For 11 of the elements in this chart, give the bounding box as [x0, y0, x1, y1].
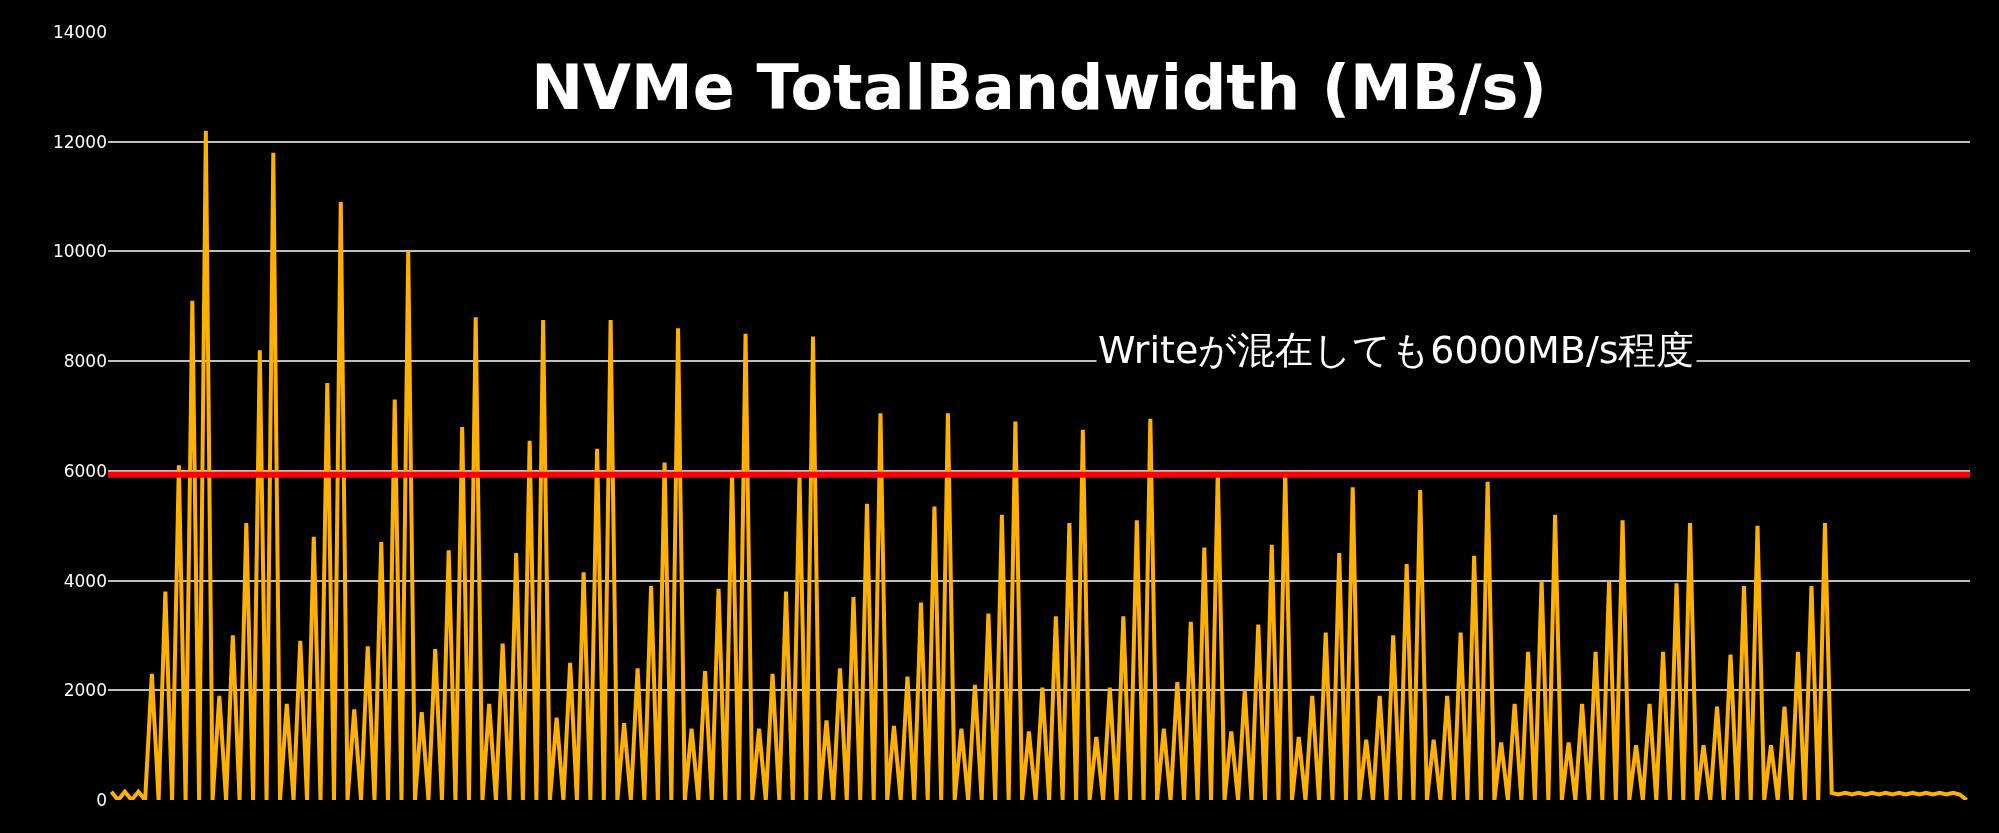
y-tick-label: 8000	[63, 351, 107, 372]
annotation: Writeが混在しても6000MB/s程度	[1098, 328, 1695, 372]
y-tick-label: 0	[96, 789, 107, 810]
y-tick-label: 12000	[52, 131, 107, 152]
y-tick-label: 2000	[63, 680, 107, 701]
y-tick-label: 6000	[63, 460, 107, 481]
line-series	[109, 128, 1969, 800]
y-tick-label: 4000	[63, 570, 107, 591]
chart-title: NVMe TotalBandwidth (MB/s)	[531, 50, 1547, 124]
y-tick-label: 14000	[52, 21, 107, 42]
y-tick-label: 10000	[52, 241, 107, 262]
